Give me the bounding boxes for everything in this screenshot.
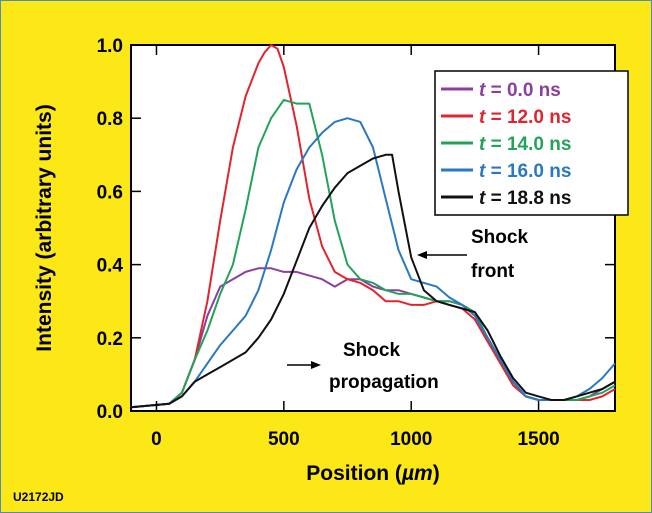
legend-label-1: t = 12.0 ns [479, 107, 571, 128]
legend-label-0: t = 0.0 ns [479, 80, 561, 101]
shock-propagation-annotation: Shock propagation [287, 340, 439, 393]
shock-front-annotation: Shock front [417, 227, 528, 282]
x-axis-label-unit: µm [401, 462, 433, 485]
legend-label-3: t = 16.0 ns [479, 161, 571, 182]
series-line-4 [130, 153, 616, 409]
shock-propagation-line1: Shock [343, 340, 400, 361]
figure-code: U2172JD [13, 490, 64, 504]
y-tick-label-4: 0.8 [97, 109, 123, 130]
series-line-3 [130, 117, 616, 409]
x-axis-label: Position (µm) [306, 462, 439, 485]
legend-label-4: t = 18.8 ns [479, 188, 571, 209]
shock-propagation-line2: propagation [329, 372, 439, 393]
x-tick-label-3: 1500 [517, 429, 559, 450]
x-tick-label-2: 1000 [390, 429, 432, 450]
y-axis-label: Intensity (arbitrary units) [33, 104, 56, 351]
y-tick-label-1: 0.2 [97, 329, 123, 350]
x-axis-label-close: ) [433, 462, 440, 485]
x-tick-label-1: 500 [268, 429, 300, 450]
tick-layer: 0 500 1000 1500 0.0 0.2 0.4 0.6 0.8 1.0 [97, 36, 615, 450]
series-layer [130, 44, 616, 409]
y-tick-label-3: 0.6 [97, 182, 123, 203]
legend: t = 0.0 ns t = 12.0 ns t = 14.0 ns t = 16.0… [434, 70, 629, 216]
x-tick-label-0: 0 [151, 429, 162, 450]
y-tick-label-0: 0.0 [97, 402, 123, 423]
y-tick-label-2: 0.4 [97, 256, 124, 277]
shock-front-line2: front [471, 261, 515, 282]
legend-label-2: t = 14.0 ns [479, 134, 571, 155]
shock-front-line1: Shock [471, 227, 528, 248]
y-tick-label-5: 1.0 [97, 36, 123, 57]
shock-propagation-arrowhead [311, 361, 321, 369]
x-axis-label-main: Position ( [306, 462, 402, 485]
legend-entries: t = 0.0 ns t = 12.0 ns t = 14.0 ns t = 16.0… [441, 80, 571, 209]
shock-front-arrowhead [417, 251, 427, 259]
